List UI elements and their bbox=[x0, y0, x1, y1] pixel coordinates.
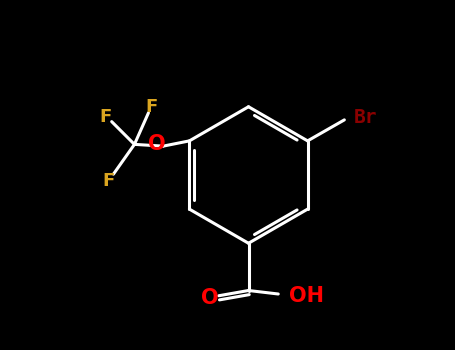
Text: O: O bbox=[201, 287, 219, 308]
Text: Br: Br bbox=[354, 107, 378, 127]
Text: F: F bbox=[145, 98, 157, 116]
Text: F: F bbox=[102, 172, 114, 190]
Text: F: F bbox=[99, 108, 111, 126]
Text: O: O bbox=[148, 134, 166, 154]
Text: OH: OH bbox=[289, 286, 324, 306]
